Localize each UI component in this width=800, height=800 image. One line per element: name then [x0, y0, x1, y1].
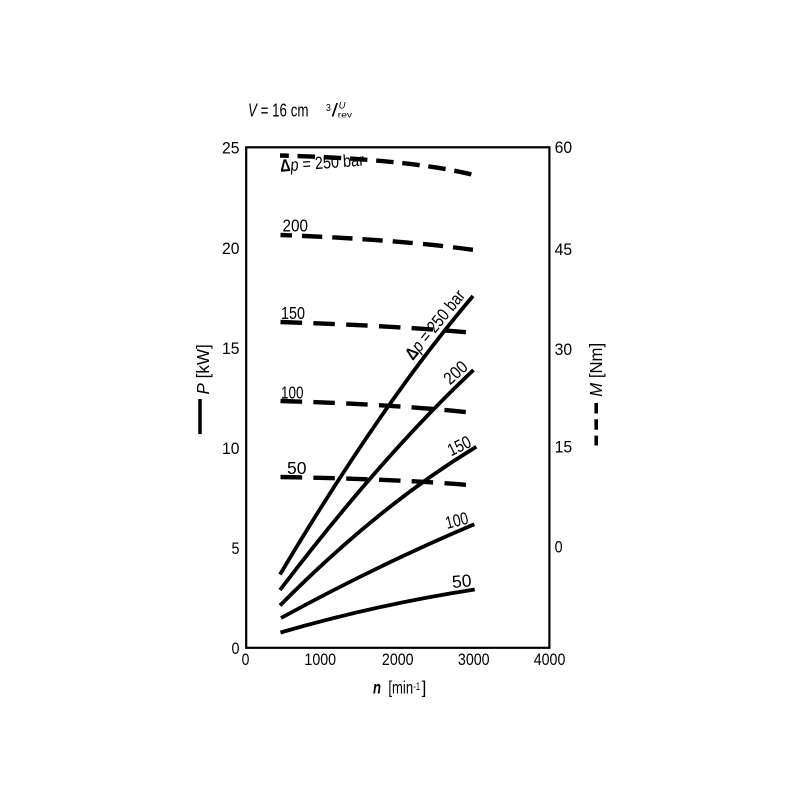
svg-text:U: U — [339, 101, 346, 112]
svg-text:0: 0 — [555, 538, 563, 557]
svg-text:-1: -1 — [413, 681, 420, 693]
svg-text:45: 45 — [555, 240, 573, 259]
svg-text:2000: 2000 — [382, 650, 414, 669]
svg-text:rev: rev — [338, 110, 353, 120]
svg-text:0: 0 — [232, 639, 240, 658]
svg-text:100: 100 — [281, 383, 304, 403]
svg-text:200: 200 — [283, 216, 309, 236]
svg-text:[min: [min — [388, 678, 413, 698]
svg-text:V = 16 cm: V = 16 cm — [248, 101, 309, 121]
svg-text:Δp = 250 bar: Δp = 250 bar — [279, 150, 364, 176]
svg-text:20: 20 — [222, 239, 240, 258]
svg-text:15: 15 — [555, 438, 573, 457]
svg-text:30: 30 — [555, 340, 573, 359]
svg-text:1000: 1000 — [304, 650, 336, 669]
svg-text:60: 60 — [555, 138, 573, 157]
svg-text:15: 15 — [222, 339, 240, 358]
svg-text:M [Nm]: M [Nm] — [586, 343, 606, 397]
svg-text:150: 150 — [281, 303, 305, 323]
svg-text:3: 3 — [326, 103, 331, 114]
svg-text:P [kW]: P [kW] — [193, 344, 213, 394]
svg-text:4000: 4000 — [534, 650, 566, 669]
svg-text:10: 10 — [222, 439, 240, 458]
svg-text:25: 25 — [222, 139, 240, 158]
svg-text:n: n — [373, 677, 381, 697]
svg-text:50: 50 — [451, 570, 472, 592]
svg-text:0: 0 — [242, 650, 250, 669]
svg-text:/: / — [332, 101, 338, 121]
svg-text:]: ] — [422, 678, 427, 698]
svg-text:3000: 3000 — [458, 650, 490, 669]
svg-text:5: 5 — [232, 539, 240, 558]
svg-text:50: 50 — [287, 458, 307, 478]
